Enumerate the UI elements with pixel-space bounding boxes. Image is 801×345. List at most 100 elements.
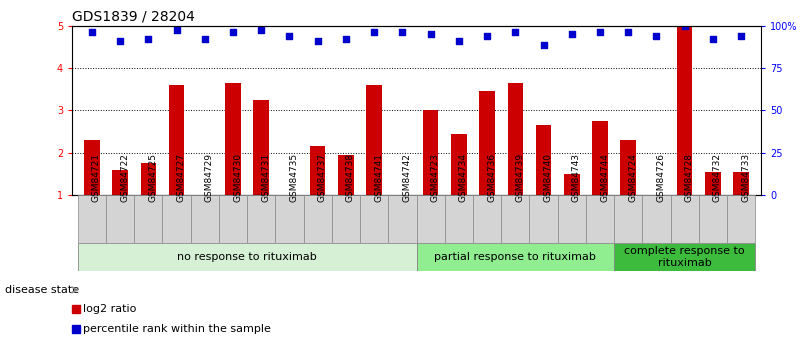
Point	[594, 29, 606, 35]
FancyBboxPatch shape	[614, 243, 755, 271]
Bar	[479, 91, 495, 195]
Bar	[451, 134, 467, 195]
FancyBboxPatch shape	[78, 243, 417, 271]
Text: GSM84722: GSM84722	[120, 153, 129, 202]
Text: GSM84727: GSM84727	[176, 153, 186, 202]
FancyBboxPatch shape	[417, 243, 614, 271]
FancyBboxPatch shape	[276, 195, 304, 243]
FancyBboxPatch shape	[614, 195, 642, 243]
Text: GSM84729: GSM84729	[205, 153, 214, 202]
Text: GSM84721: GSM84721	[92, 153, 101, 202]
Point	[735, 34, 747, 39]
Bar	[169, 85, 184, 195]
FancyBboxPatch shape	[135, 195, 163, 243]
Text: GDS1839 / 28204: GDS1839 / 28204	[72, 9, 195, 23]
Text: GSM84736: GSM84736	[487, 153, 496, 202]
Text: complete response to
rituximab: complete response to rituximab	[625, 246, 745, 268]
FancyBboxPatch shape	[445, 195, 473, 243]
Point	[453, 38, 465, 43]
Text: GSM84730: GSM84730	[233, 153, 242, 202]
Text: GSM84731: GSM84731	[261, 153, 270, 202]
Text: percentile rank within the sample: percentile rank within the sample	[83, 324, 271, 334]
Point	[396, 29, 409, 35]
FancyBboxPatch shape	[670, 195, 698, 243]
Point	[255, 27, 268, 33]
Text: GSM84741: GSM84741	[374, 153, 383, 202]
Text: GSM84734: GSM84734	[459, 153, 468, 202]
Bar	[734, 172, 749, 195]
Bar	[253, 100, 269, 195]
Text: GSM84737: GSM84737	[318, 153, 327, 202]
FancyBboxPatch shape	[332, 195, 360, 243]
Text: GSM84725: GSM84725	[148, 153, 157, 202]
Text: GSM84733: GSM84733	[741, 153, 751, 202]
Point	[340, 36, 352, 41]
Bar	[112, 169, 128, 195]
Text: GSM84744: GSM84744	[600, 153, 609, 202]
Bar	[536, 125, 551, 195]
FancyBboxPatch shape	[191, 195, 219, 243]
Point	[425, 31, 437, 37]
Bar	[366, 85, 382, 195]
FancyBboxPatch shape	[727, 195, 755, 243]
Point	[86, 29, 99, 35]
Point	[283, 34, 296, 39]
FancyBboxPatch shape	[304, 195, 332, 243]
FancyBboxPatch shape	[388, 195, 417, 243]
Point	[566, 31, 578, 37]
Text: GSM84728: GSM84728	[685, 153, 694, 202]
Text: GSM84743: GSM84743	[572, 153, 581, 202]
Text: GSM84735: GSM84735	[289, 153, 299, 202]
Text: GSM84740: GSM84740	[544, 153, 553, 202]
Bar	[508, 83, 523, 195]
Text: partial response to rituximab: partial response to rituximab	[434, 252, 596, 262]
Point	[678, 23, 691, 29]
Text: disease state: disease state	[5, 285, 79, 295]
FancyBboxPatch shape	[219, 195, 248, 243]
Bar	[84, 140, 99, 195]
Bar	[225, 83, 241, 195]
Bar	[310, 146, 325, 195]
FancyBboxPatch shape	[698, 195, 727, 243]
Text: GSM84724: GSM84724	[628, 153, 638, 202]
FancyBboxPatch shape	[642, 195, 670, 243]
Bar	[705, 172, 721, 195]
Bar	[621, 140, 636, 195]
Point	[368, 29, 380, 35]
Bar	[140, 163, 156, 195]
Bar	[338, 155, 354, 195]
Point	[312, 38, 324, 43]
Text: GSM84732: GSM84732	[713, 153, 722, 202]
Bar	[564, 174, 580, 195]
Point	[481, 34, 493, 39]
Text: GSM84738: GSM84738	[346, 153, 355, 202]
Bar	[72, 305, 80, 313]
Bar	[677, 26, 693, 195]
FancyBboxPatch shape	[557, 195, 586, 243]
Text: GSM84742: GSM84742	[402, 153, 412, 202]
Point	[706, 36, 719, 41]
Point	[537, 42, 550, 48]
FancyBboxPatch shape	[106, 195, 135, 243]
Point	[114, 38, 127, 43]
FancyBboxPatch shape	[501, 195, 529, 243]
FancyBboxPatch shape	[78, 195, 106, 243]
Point	[170, 27, 183, 33]
Text: no response to rituximab: no response to rituximab	[177, 252, 317, 262]
Point	[622, 29, 634, 35]
Bar	[592, 121, 608, 195]
FancyBboxPatch shape	[473, 195, 501, 243]
Text: GSM84723: GSM84723	[431, 153, 440, 202]
Point	[142, 36, 155, 41]
FancyBboxPatch shape	[529, 195, 557, 243]
Point	[650, 34, 663, 39]
Text: GSM84726: GSM84726	[657, 153, 666, 202]
FancyBboxPatch shape	[163, 195, 191, 243]
FancyBboxPatch shape	[248, 195, 276, 243]
Text: GSM84739: GSM84739	[515, 153, 525, 202]
Point	[199, 36, 211, 41]
Point	[509, 29, 521, 35]
Text: log2 ratio: log2 ratio	[83, 304, 136, 314]
Bar	[423, 110, 438, 195]
FancyBboxPatch shape	[417, 195, 445, 243]
